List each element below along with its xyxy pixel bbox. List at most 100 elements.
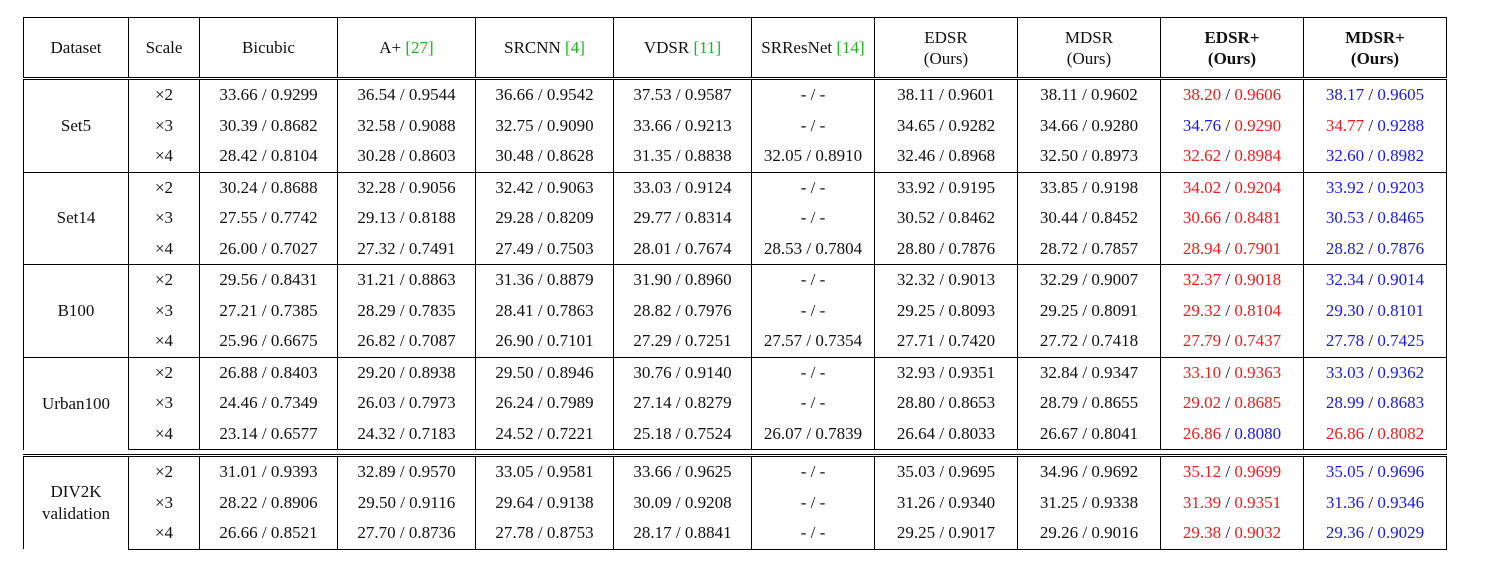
column-sublabel: (Ours): [1066, 48, 1112, 68]
metric-cell: 33.66 / 0.9299: [199, 78, 338, 111]
metric-cell: 28.53 / 0.7804: [751, 233, 875, 265]
psnr-value: 38.17: [1325, 85, 1365, 105]
column-header: SRResNet [14]: [751, 17, 875, 80]
metric-cell: 30.09 / 0.9208: [613, 487, 752, 518]
psnr-value: 29.32: [1182, 300, 1222, 320]
table-row: DIV2K validation ×2 31.01 / 0.9393 32.89 / 0…: [23, 454, 1447, 549]
table-row: ×4 23.14 / 0.6577 24.32 / 0.7183 24.52 / 0.…: [24, 418, 1447, 450]
metric-cell: 26.88 / 0.8403: [199, 356, 338, 388]
table-row: ×3 27.55 / 0.7742 29.13 / 0.8188 29.28 / 0.…: [24, 203, 1447, 234]
ssim-value: 0.9029: [1377, 523, 1425, 543]
metric-cell: 31.01 / 0.9393: [199, 454, 338, 488]
column-label: EDSR: [924, 27, 968, 47]
metric-cell: 30.28 / 0.8603: [337, 141, 476, 173]
metric-cell: 28.82 / 0.7976: [613, 295, 752, 326]
ssim-value: 0.8082: [1377, 423, 1425, 443]
metric-cell: 26.66 / 0.8521: [199, 518, 338, 550]
ssim-value: 0.9288: [1377, 115, 1425, 135]
citation-link: [14]: [836, 38, 865, 57]
metric-cell: 29.30 / 0.8101: [1303, 295, 1447, 326]
metric-cell: 27.78 / 0.7425: [1303, 326, 1447, 358]
metric-cell: 33.03 / 0.9362: [1303, 356, 1447, 388]
metric-cell: 30.52 / 0.8462: [874, 203, 1018, 234]
metric-cell: 31.39 / 0.9351: [1160, 487, 1304, 518]
metric-cell: 38.11 / 0.9601: [874, 78, 1018, 111]
metric-cell: 25.18 / 0.7524: [613, 418, 752, 450]
column-header: Dataset: [23, 17, 129, 80]
metric-cell: 26.67 / 0.8041: [1017, 418, 1161, 450]
metric-cell: 38.17 / 0.9605: [1303, 78, 1447, 111]
psnr-value: 32.37: [1182, 270, 1222, 290]
ssim-value: 0.9203: [1377, 177, 1425, 197]
column-label: SRResNet: [761, 38, 833, 57]
ssim-value: 0.7876: [1377, 238, 1425, 258]
metric-cell: 27.32 / 0.7491: [337, 233, 476, 265]
metric-cell: 30.44 / 0.8452: [1017, 203, 1161, 234]
metric-cell: 34.76 / 0.9290: [1160, 110, 1304, 141]
ssim-value: 0.8104: [1234, 300, 1282, 320]
ssim-value: 0.9605: [1377, 85, 1425, 105]
metric-cell: 28.80 / 0.7876: [874, 233, 1018, 265]
ssim-value: 0.8080: [1234, 423, 1282, 443]
scale-cell: ×2: [128, 454, 200, 488]
table-row: B100 ×2 29.56 / 0.8431 31.21 / 0.8863 31.36 …: [23, 264, 1447, 357]
ssim-value: 0.9606: [1234, 85, 1282, 105]
metric-cell: 33.10 / 0.9363: [1160, 356, 1304, 388]
column-header: EDSR+ (Ours): [1160, 17, 1304, 80]
metric-cell: 29.20 / 0.8938: [337, 356, 476, 388]
citation-link: [4]: [565, 38, 585, 57]
metric-cell: 27.55 / 0.7742: [199, 203, 338, 234]
metric-cell: 32.84 / 0.9347: [1017, 356, 1161, 388]
metric-cell: 30.39 / 0.8682: [199, 110, 338, 141]
table-row: ×3 28.22 / 0.8906 29.50 / 0.9116 29.64 / 0.…: [24, 487, 1447, 518]
ssim-value: 0.8984: [1234, 146, 1282, 166]
metric-cell: 37.53 / 0.9587: [613, 78, 752, 111]
metric-cell: 26.86 / 0.8080: [1160, 418, 1304, 450]
dataset-name: Urban100: [23, 356, 129, 450]
header-row: Dataset Scale Bicubic A+ [27] SRCNN [4] VDSR …: [23, 17, 1447, 80]
metric-cell: 32.42 / 0.9063: [475, 171, 614, 203]
psnr-value: 35.12: [1182, 462, 1222, 482]
psnr-value: 34.76: [1182, 115, 1222, 135]
metric-cell: 24.32 / 0.7183: [337, 418, 476, 450]
metric-cell: 35.12 / 0.9699: [1160, 454, 1304, 488]
ssim-value: 0.8101: [1377, 300, 1425, 320]
column-label: Scale: [145, 38, 183, 57]
metric-cell: 33.03 / 0.9124: [613, 171, 752, 203]
ssim-value: 0.7425: [1377, 331, 1425, 351]
psnr-value: 33.92: [1325, 177, 1365, 197]
metric-cell: 32.58 / 0.9088: [337, 110, 476, 141]
metric-cell: 29.64 / 0.9138: [475, 487, 614, 518]
dataset-label: validation: [42, 504, 110, 523]
metric-cell: 31.36 / 0.9346: [1303, 487, 1447, 518]
ssim-value: 0.8683: [1377, 393, 1425, 413]
metric-cell: 26.86 / 0.8082: [1303, 418, 1447, 450]
metric-cell: 30.76 / 0.9140: [613, 356, 752, 388]
table-row: ×3 30.39 / 0.8682 32.58 / 0.9088 32.75 / 0.…: [24, 110, 1447, 141]
metric-cell: 31.90 / 0.8960: [613, 264, 752, 296]
metric-cell: 26.64 / 0.8033: [874, 418, 1018, 450]
metric-cell: - / -: [751, 264, 875, 296]
ssim-value: 0.9014: [1377, 270, 1425, 290]
metric-cell: 28.22 / 0.8906: [199, 487, 338, 518]
metric-cell: 31.35 / 0.8838: [613, 141, 752, 173]
psnr-value: 31.39: [1182, 492, 1222, 512]
column-label: MDSR: [1064, 27, 1114, 47]
dataset-label: Urban100: [42, 393, 110, 413]
metric-cell: 27.72 / 0.7418: [1017, 326, 1161, 358]
column-sublabel: (Ours): [1350, 48, 1400, 68]
metric-cell: 30.53 / 0.8465: [1303, 203, 1447, 234]
metric-cell: 27.71 / 0.7420: [874, 326, 1018, 358]
column-label: EDSR+: [1204, 27, 1260, 47]
column-label: VDSR: [643, 38, 690, 57]
column-header: A+ [27]: [337, 17, 476, 80]
scale-cell: ×3: [128, 487, 200, 518]
dataset-name: B100: [23, 264, 129, 357]
dataset-label: DIV2K: [50, 482, 102, 501]
metric-cell: - / -: [751, 295, 875, 326]
ssim-value: 0.7901: [1234, 238, 1282, 258]
metric-cell: 24.52 / 0.7221: [475, 418, 614, 450]
psnr-value: 27.79: [1182, 331, 1222, 351]
table-row: Urban100 ×2 26.88 / 0.8403 29.20 / 0.8938 29…: [23, 356, 1447, 450]
metric-cell: 28.94 / 0.7901: [1160, 233, 1304, 265]
